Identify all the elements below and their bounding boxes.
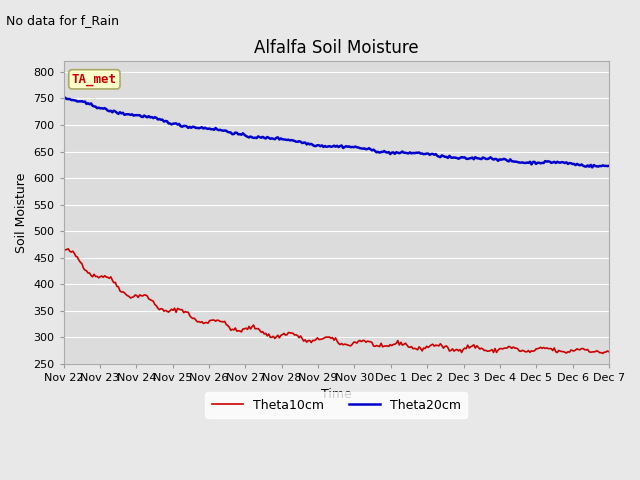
Theta10cm [65,246,72,252]
Theta20cm [224,129,232,135]
Theta20cm [576,162,584,168]
X-axis label: Time: Time [321,388,352,401]
Text: No data for f_Rain: No data for f_Rain [6,14,120,27]
Legend: Theta10cm, Theta20cm: Theta10cm, Theta20cm [205,393,467,418]
Line: Theta20cm: Theta20cm [64,98,609,168]
Theta20cm [61,95,69,101]
Theta20cm [605,163,612,168]
Theta10cm [605,349,612,355]
Theta10cm [242,325,250,331]
Y-axis label: Soil Moisture: Soil Moisture [15,172,28,252]
Theta10cm [599,350,607,356]
Theta20cm [242,133,250,139]
Text: TA_met: TA_met [72,73,117,86]
Theta10cm [224,323,232,328]
Theta20cm [588,165,596,170]
Theta10cm [128,294,136,300]
Theta10cm [252,326,259,332]
Theta20cm [252,135,259,141]
Theta20cm [300,140,307,145]
Theta10cm [60,246,68,252]
Theta20cm [60,95,68,101]
Theta20cm [128,111,136,117]
Theta10cm [300,338,307,344]
Line: Theta10cm: Theta10cm [64,249,609,353]
Theta10cm [576,347,584,353]
Title: Alfalfa Soil Moisture: Alfalfa Soil Moisture [254,39,419,57]
